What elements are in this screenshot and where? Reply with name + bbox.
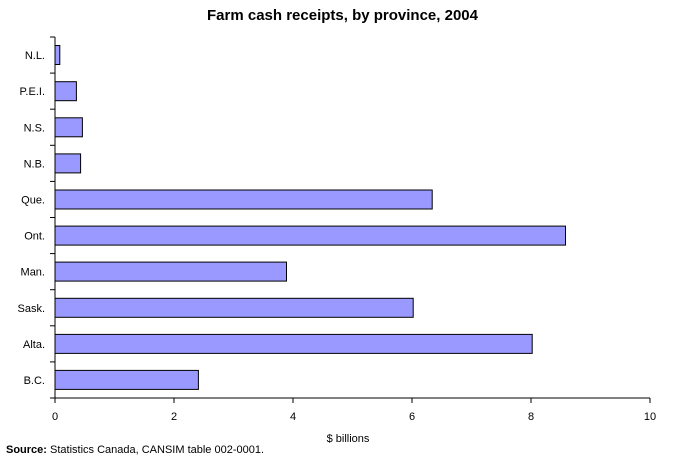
category-label: N.B. (24, 158, 45, 170)
category-label: Que. (21, 195, 45, 207)
category-label: B.C. (24, 375, 45, 387)
x-tick-label: 2 (171, 411, 177, 423)
bar-ns (54, 117, 83, 138)
x-tick-label: 4 (290, 411, 296, 423)
category-label: Sask. (17, 303, 45, 315)
category-label: Man. (21, 267, 45, 279)
x-tick-label: 10 (644, 411, 656, 423)
chart-title: Farm cash receipts, by province, 2004 (207, 7, 478, 24)
source-label: Source: (6, 444, 47, 456)
bar-nb (54, 153, 82, 174)
x-tick-label: 0 (52, 411, 58, 423)
category-label: P.E.I. (20, 86, 45, 98)
category-label: Alta. (23, 339, 45, 351)
bar-pei (54, 81, 77, 102)
labels-layer: N.L. P.E.I. N.S. N.B. Que. Ont. Man. Sask. Alta.… (17, 50, 656, 423)
bar-que (54, 189, 433, 210)
x-tick-label: 6 (409, 411, 415, 423)
bars-layer (54, 45, 566, 390)
category-label: Ont. (24, 231, 45, 243)
bar-nl (54, 45, 61, 65)
category-label: N.S. (24, 122, 45, 134)
category-label: N.L. (25, 50, 45, 62)
bar-man (54, 261, 287, 282)
bar-sask (54, 297, 414, 318)
bar-alta (54, 333, 533, 354)
source-text: Statistics Canada, CANSIM table 002-0001… (46, 444, 265, 456)
x-axis-label: $ billions (327, 433, 370, 445)
x-tick-label: 8 (528, 411, 534, 423)
bar-bc (54, 369, 199, 390)
source-note: Source: Statistics Canada, CANSIM table … (6, 444, 264, 456)
axes-layer (50, 36, 651, 403)
bar-ont (54, 225, 566, 246)
